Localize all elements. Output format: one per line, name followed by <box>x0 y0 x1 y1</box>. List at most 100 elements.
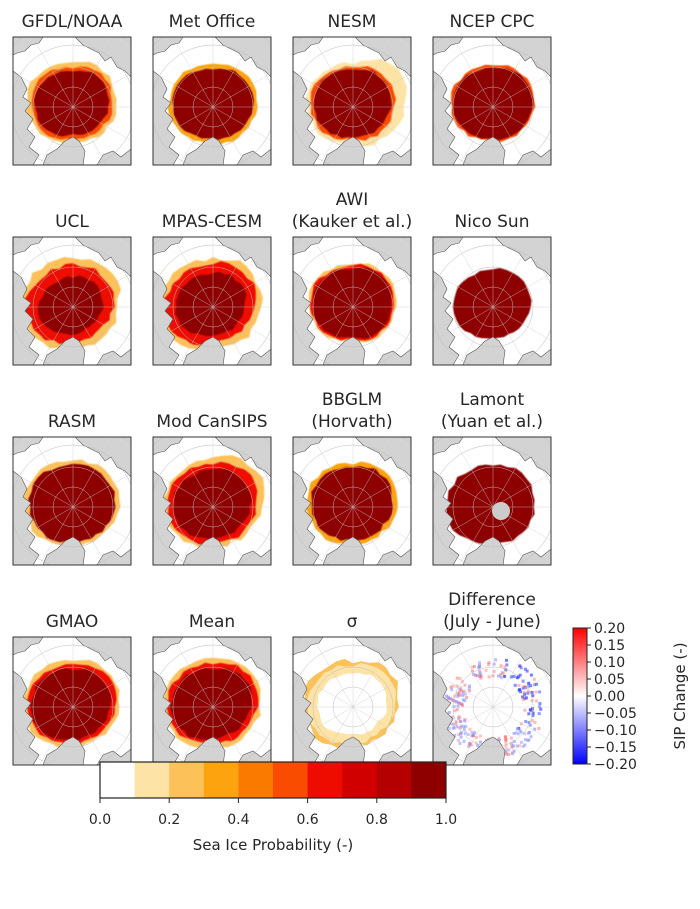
map-frame <box>12 36 132 166</box>
meridian <box>153 472 214 508</box>
diff-pixel <box>470 734 474 738</box>
land-1 <box>153 237 184 256</box>
meridian <box>293 306 354 342</box>
sip-colorbar-frame <box>99 761 447 799</box>
diff-pixel <box>505 752 508 756</box>
meridian <box>72 473 131 508</box>
sip-tick-label: 0.6 <box>296 812 318 828</box>
land-4 <box>376 748 411 765</box>
land-4 <box>236 748 271 765</box>
meridian <box>433 672 494 708</box>
meridian <box>212 673 271 708</box>
diff-pixel <box>457 693 461 697</box>
meridian <box>492 273 551 308</box>
land-1 <box>153 637 184 656</box>
diff-pixel <box>528 723 532 727</box>
panel-rasm: RASM <box>12 412 132 566</box>
diff-pixel <box>523 693 527 697</box>
meridian <box>72 506 107 565</box>
meridian <box>72 37 114 108</box>
land-2 <box>13 670 40 765</box>
diff-pixel <box>539 707 543 711</box>
diff-pixel <box>504 668 508 672</box>
meridian <box>72 106 131 141</box>
land-1 <box>433 637 464 656</box>
meridian <box>319 706 354 765</box>
diff-pixel <box>512 732 516 735</box>
diff-pixel <box>459 731 463 735</box>
sip-tick-label: 0.0 <box>89 812 111 828</box>
panel-title-metoffice: Met Office <box>169 12 256 32</box>
meridian <box>492 37 534 108</box>
map-nicosun <box>433 237 551 365</box>
meridian <box>39 106 74 165</box>
diff-pixel <box>451 684 455 688</box>
meridian <box>32 37 74 108</box>
diff-pixel <box>523 732 527 736</box>
map-difference <box>433 637 551 765</box>
diff-tick-label: −0.20 <box>594 757 637 773</box>
meridian <box>72 237 114 308</box>
ice-layer-lamont-0 <box>446 464 535 545</box>
meridian <box>72 306 131 341</box>
diff-pixel <box>459 702 463 706</box>
meridian <box>312 237 354 308</box>
diff-pixel <box>454 722 458 726</box>
diff-pixel <box>447 711 451 714</box>
diff-pixel <box>445 694 448 698</box>
diff-pixel <box>479 740 482 744</box>
meridian <box>72 437 114 508</box>
map-sigma <box>293 637 411 765</box>
meridian <box>153 72 214 108</box>
meridian <box>352 437 394 508</box>
land-2 <box>433 70 460 165</box>
diff-pixel <box>460 680 464 684</box>
meridian <box>32 437 74 508</box>
diff-pixel <box>538 702 542 705</box>
meridian <box>352 673 411 708</box>
panel-lamont: Lamont(Yuan et al.) <box>432 390 552 566</box>
ice-layer-mpas-2 <box>175 271 247 337</box>
diff-pixel <box>525 696 528 700</box>
land-2 <box>293 470 320 565</box>
meridian <box>459 106 494 165</box>
land-4 <box>96 148 131 165</box>
map-mpas <box>153 237 271 365</box>
meridian <box>452 37 494 108</box>
map-frame <box>432 636 552 766</box>
map-frame <box>12 436 132 566</box>
diff-pixel <box>535 699 538 703</box>
meridian <box>13 672 74 708</box>
land-1 <box>13 637 44 656</box>
meridian <box>179 306 214 365</box>
meridian <box>72 73 131 108</box>
map-mean <box>153 637 271 765</box>
diff-pixel <box>457 732 461 736</box>
panel-title-ncep: NCEP CPC <box>450 12 535 32</box>
panel-title-awi-line2: (Kauker et al.) <box>292 212 412 232</box>
diff-pixel <box>466 733 470 737</box>
meridian <box>13 306 74 342</box>
diff-pixel <box>479 676 483 680</box>
diff-pixel <box>457 690 461 694</box>
land-4 <box>236 348 271 365</box>
diff-pixel <box>462 728 466 732</box>
map-frame <box>12 636 132 766</box>
diff-pixel <box>453 709 457 713</box>
diff-pixel <box>521 745 525 748</box>
diff-pixel <box>521 695 524 699</box>
land-4 <box>96 548 131 565</box>
meridian <box>352 73 411 108</box>
land-2 <box>13 270 40 365</box>
meridian <box>212 473 271 508</box>
diff-pixel <box>467 745 471 748</box>
meridian <box>492 473 551 508</box>
meridian <box>172 237 214 308</box>
sip-bin-1 <box>134 762 170 798</box>
land-1 <box>293 437 324 456</box>
diff-pixel <box>474 741 478 745</box>
meridian <box>433 506 494 542</box>
diff-pixel <box>512 749 516 753</box>
diff-pixel <box>487 675 491 679</box>
diff-pixel <box>461 698 465 702</box>
